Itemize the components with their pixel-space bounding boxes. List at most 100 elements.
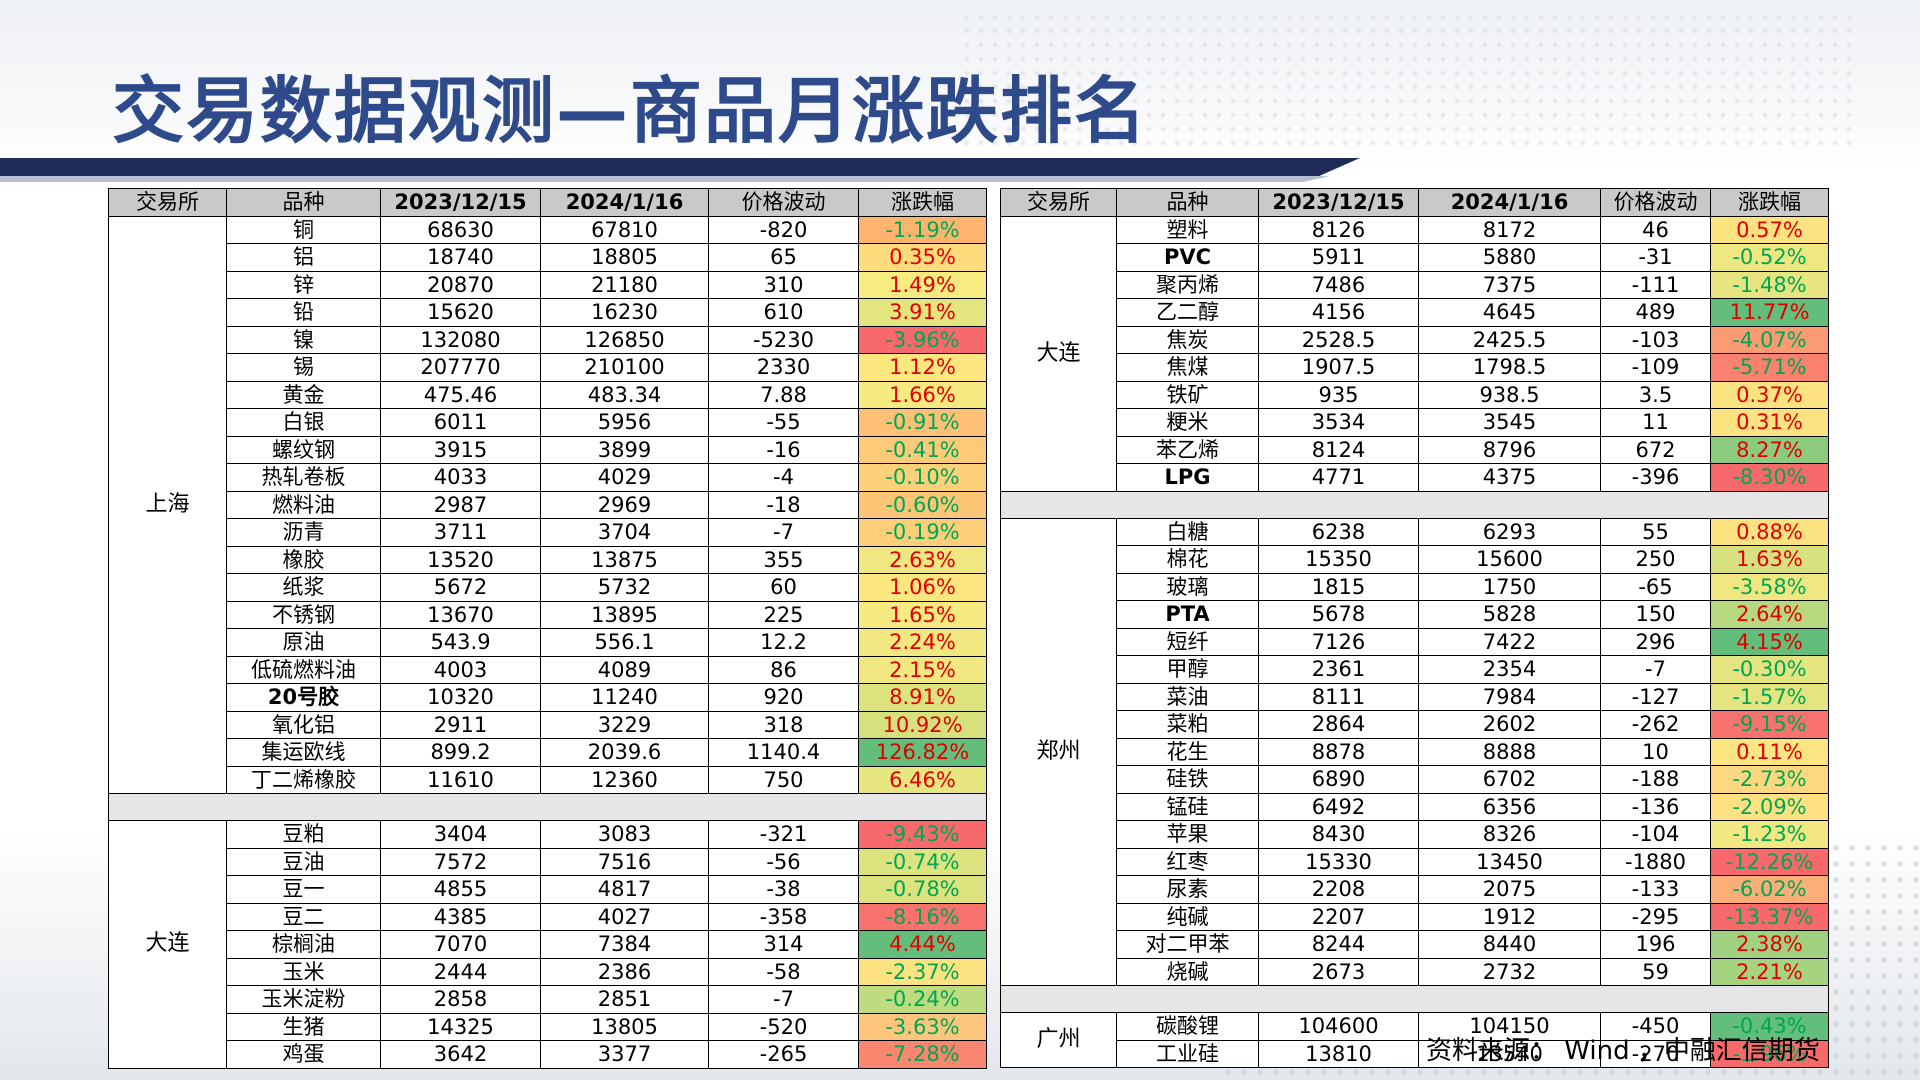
price-change-cell: -136 <box>1600 792 1711 821</box>
pct-change-cell: -6.02% <box>1710 875 1829 904</box>
pct-change-cell: 6.46% <box>858 765 987 794</box>
header-exchange: 交易所 <box>1000 188 1117 217</box>
price-change-cell: -7 <box>708 518 859 547</box>
pct-change-cell: 8.91% <box>858 683 987 712</box>
price-change-cell: 225 <box>708 600 859 629</box>
table-row: 集运欧线 899.2 2039.6 1140.4 126.82% <box>109 738 987 767</box>
price-change-cell: 59 <box>1600 957 1711 986</box>
pct-change-cell: -0.78% <box>858 875 987 904</box>
pct-change-cell: 10.92% <box>858 710 987 739</box>
variety-cell: 棕榈油 <box>226 930 381 959</box>
price-end-cell: 7516 <box>540 847 709 876</box>
pct-change-cell: -1.19% <box>858 215 987 244</box>
price-start-cell: 13670 <box>380 600 541 629</box>
price-end-cell: 2039.6 <box>540 738 709 767</box>
pct-change-cell: -0.60% <box>858 490 987 519</box>
table-row: 低硫燃料油 4003 4089 86 2.15% <box>109 655 987 684</box>
price-end-cell: 2969 <box>540 490 709 519</box>
price-start-cell: 8124 <box>1258 435 1419 464</box>
price-change-cell: -56 <box>708 847 859 876</box>
price-end-cell: 5828 <box>1418 600 1601 629</box>
price-change-cell: -109 <box>1600 353 1711 382</box>
table-row: 豆油 7572 7516 -56 -0.74% <box>109 847 987 876</box>
price-end-cell: 938.5 <box>1418 380 1601 409</box>
price-end-cell: 13450 <box>1418 847 1601 876</box>
price-change-cell: 1140.4 <box>708 738 859 767</box>
table-row: 红枣 15330 13450 -1880 -12.26% <box>1001 847 1829 876</box>
price-end-cell: 1750 <box>1418 572 1601 601</box>
table-row: 豆二 4385 4027 -358 -8.16% <box>109 902 987 931</box>
price-change-cell: -103 <box>1600 325 1711 354</box>
table-row: 大连 豆粕 3404 3083 -321 -9.43% <box>108 820 987 1069</box>
price-start-cell: 6011 <box>380 408 541 437</box>
table-row: 短纤 7126 7422 296 4.15% <box>1001 627 1829 656</box>
pct-change-cell: 4.44% <box>858 930 987 959</box>
price-start-cell: 8878 <box>1258 737 1419 766</box>
price-end-cell: 104150 <box>1418 1012 1601 1041</box>
price-end-cell: 2354 <box>1418 655 1601 684</box>
variety-cell: 塑料 <box>1116 215 1259 244</box>
group-separator-cell <box>1000 490 1829 519</box>
variety-cell: 玻璃 <box>1116 572 1259 601</box>
price-change-cell: 60 <box>708 573 859 602</box>
price-start-cell: 475.46 <box>380 380 541 409</box>
price-change-cell: -265 <box>708 1040 859 1069</box>
variety-cell: 纸浆 <box>226 573 381 602</box>
price-change-cell: 610 <box>708 298 859 327</box>
variety-cell: 碳酸锂 <box>1116 1012 1259 1041</box>
group-separator-row <box>1000 985 1829 1013</box>
price-end-cell: 16230 <box>540 298 709 327</box>
pct-change-cell: -0.91% <box>858 408 987 437</box>
exchange-cell: 郑州 <box>1000 517 1117 986</box>
price-start-cell: 207770 <box>380 353 541 382</box>
price-change-cell: -104 <box>1600 820 1711 849</box>
header-price-change: 价格波动 <box>708 188 859 217</box>
price-end-cell: 2425.5 <box>1418 325 1601 354</box>
table-header-row: 交易所 品种 2023/12/15 2024/1/16 价格波动 涨跌幅 <box>1000 188 1829 217</box>
pct-change-cell: -2.37% <box>858 957 987 986</box>
table-row: 原油 543.9 556.1 12.2 2.24% <box>109 628 987 657</box>
pct-change-cell: 2.15% <box>858 655 987 684</box>
table-row: 粳米 3534 3545 11 0.31% <box>1001 408 1829 437</box>
price-end-cell: 5880 <box>1418 243 1601 272</box>
price-change-cell: 196 <box>1600 930 1711 959</box>
price-start-cell: 7070 <box>380 930 541 959</box>
pct-change-cell: -13.37% <box>1710 902 1829 931</box>
header-date-end: 2024/1/16 <box>1418 188 1601 217</box>
variety-cell: 氧化铝 <box>226 710 381 739</box>
price-change-cell: -820 <box>708 215 859 244</box>
price-end-cell: 15600 <box>1418 545 1601 574</box>
variety-cell: 铜 <box>226 215 381 244</box>
table-row: 丁二烯橡胶 11610 12360 750 6.46% <box>109 765 987 794</box>
variety-cell: 聚丙烯 <box>1116 270 1259 299</box>
price-end-cell: 11240 <box>540 683 709 712</box>
price-end-cell: 7422 <box>1418 627 1601 656</box>
table-row: 铅 15620 16230 610 3.91% <box>109 298 987 327</box>
variety-cell: 低硫燃料油 <box>226 655 381 684</box>
pct-change-cell: 0.31% <box>1710 408 1829 437</box>
price-end-cell: 3377 <box>540 1040 709 1069</box>
price-start-cell: 8126 <box>1258 215 1419 244</box>
price-change-cell: 11 <box>1600 408 1711 437</box>
table-row: 豆一 4855 4817 -38 -0.78% <box>109 875 987 904</box>
price-change-cell: -295 <box>1600 902 1711 931</box>
price-change-cell: 355 <box>708 545 859 574</box>
table-row: 广州 碳酸锂 104600 104150 -450 -0.43% <box>1000 1012 1829 1068</box>
price-end-cell: 4817 <box>540 875 709 904</box>
price-change-cell: 46 <box>1600 215 1711 244</box>
pct-change-cell: 0.88% <box>1710 517 1829 546</box>
price-end-cell: 3229 <box>540 710 709 739</box>
price-start-cell: 68630 <box>380 215 541 244</box>
table-row: 工业硅 13810 13540 -270 -1.96% <box>1001 1039 1829 1068</box>
price-end-cell: 7375 <box>1418 270 1601 299</box>
price-change-cell: -133 <box>1600 875 1711 904</box>
variety-cell: 铁矿 <box>1116 380 1259 409</box>
price-start-cell: 1815 <box>1258 572 1419 601</box>
pct-change-cell: 1.06% <box>858 573 987 602</box>
pct-change-cell: -5.71% <box>1710 353 1829 382</box>
variety-cell: 豆二 <box>226 902 381 931</box>
pct-change-cell: -1.23% <box>1710 820 1829 849</box>
price-start-cell: 2858 <box>380 985 541 1014</box>
header-dot-pattern <box>960 10 1860 150</box>
price-end-cell: 2732 <box>1418 957 1601 986</box>
